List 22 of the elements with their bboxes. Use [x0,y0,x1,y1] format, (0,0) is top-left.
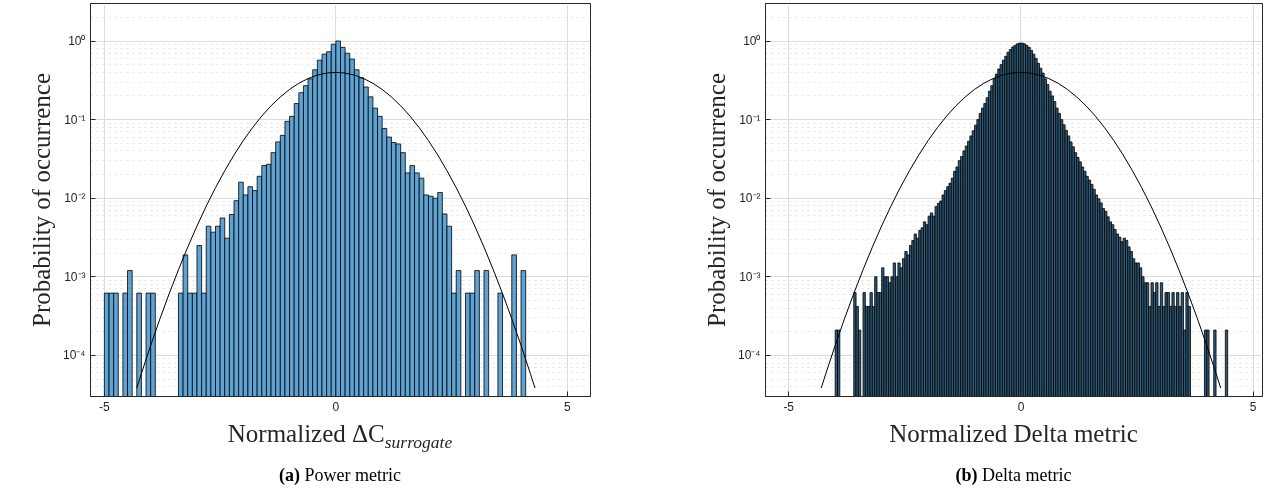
x-tick-label: 0 [1017,399,1025,414]
y-tick-label: 10⁻⁴ [738,348,761,363]
x-axis-title: Normalized ΔC$_{surrogate}$ [227,420,453,454]
x-tick-label: -5 [783,399,795,414]
text: (b) Delta metric [955,464,1072,486]
y-tick-label: 10⁻⁴ [63,348,86,363]
text: (a) Power metric [279,464,401,486]
x-tick-label: -5 [99,399,111,414]
y-tick-label: 10⁻² [64,191,86,206]
y-tick-label: 10⁰ [68,34,86,48]
x-tick-label: 5 [1249,399,1257,414]
x-tick-label: 0 [332,399,340,414]
y-tick-label: 10⁻³ [739,269,761,284]
y-tick-label: 10⁰ [743,34,761,48]
x-tick-label: 5 [564,399,572,414]
y-tick-label: 10⁻² [739,191,761,206]
y-tick-label: 10⁻¹ [64,112,86,127]
y-axis-title: Probability of occurrence [703,72,730,328]
y-tick-label: 10⁻³ [64,269,86,284]
x-axis-title: Normalized Delta metric [889,420,1138,448]
y-tick-label: 10⁻¹ [739,112,761,127]
y-axis-title: Probability of occurrence [28,72,55,328]
